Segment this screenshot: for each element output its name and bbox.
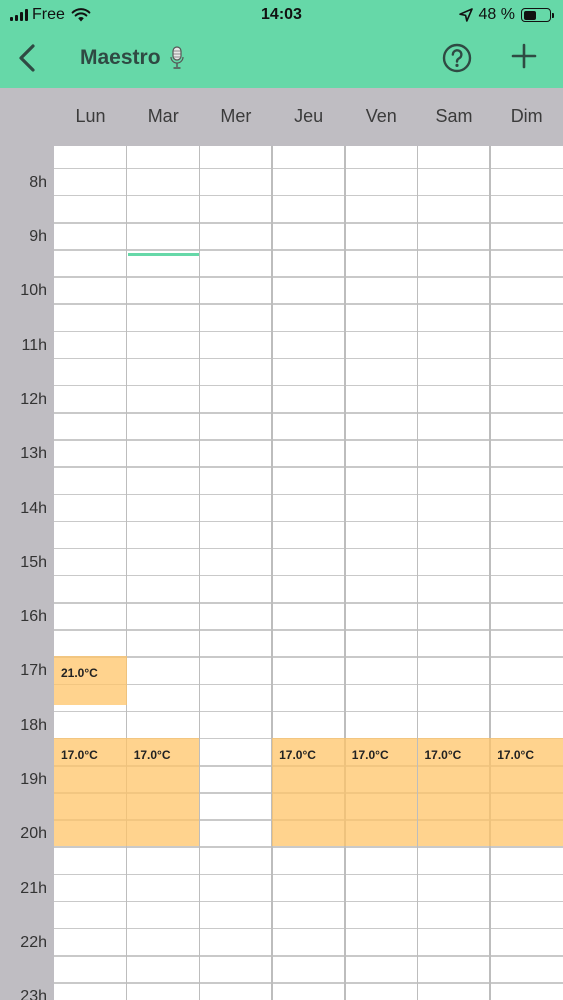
day-header-mer: Mer bbox=[220, 106, 252, 126]
grid-hour-line bbox=[54, 710, 563, 713]
grid-hour-line bbox=[54, 249, 563, 251]
status-bar: Free 14:03 48 % bbox=[0, 0, 563, 30]
status-right: 48 % bbox=[458, 6, 554, 24]
schedule-event[interactable]: 17.0°C bbox=[54, 737, 127, 847]
hour-label: 11h bbox=[21, 336, 47, 354]
grid-hour-line bbox=[54, 412, 563, 414]
current-time-marker bbox=[127, 253, 199, 257]
grid-hour-line bbox=[54, 439, 563, 441]
hour-label: 14h bbox=[20, 499, 47, 517]
grid-hour-line bbox=[54, 222, 563, 224]
event-temperature: 17.0°C bbox=[279, 747, 316, 762]
schedule-event[interactable]: 17.0°C bbox=[344, 737, 418, 847]
hour-label: 9h bbox=[29, 228, 47, 246]
day-header-mar: Mar bbox=[147, 106, 179, 126]
nav-bar: Maestro bbox=[0, 30, 563, 88]
hour-label: 12h bbox=[20, 390, 47, 408]
schedule-event[interactable]: 21.0°C bbox=[54, 656, 127, 706]
grid-hour-line bbox=[54, 330, 563, 333]
event-temperature: 17.0°C bbox=[61, 747, 98, 762]
grid-day-line bbox=[198, 146, 201, 1000]
schedule-event[interactable]: 17.0°C bbox=[417, 737, 491, 847]
grid-hour-line bbox=[54, 520, 563, 523]
grid-hour-line bbox=[54, 276, 563, 278]
grid-hour-line bbox=[54, 900, 563, 903]
grid-day-line bbox=[416, 146, 419, 1000]
grid-hour-line bbox=[54, 982, 563, 984]
event-temperature: 21.0°C bbox=[61, 666, 98, 681]
event-temperature: 17.0°C bbox=[497, 747, 535, 762]
page-title: Maestro bbox=[80, 46, 185, 70]
carrier-name: Free bbox=[32, 6, 65, 23]
location-arrow-icon bbox=[458, 8, 473, 22]
hour-label: 19h bbox=[20, 771, 47, 789]
hour-label: 20h bbox=[20, 825, 47, 843]
grid-hour-line bbox=[54, 547, 563, 550]
schedule-event[interactable]: 17.0°C bbox=[126, 737, 200, 847]
hour-label: 8h bbox=[29, 173, 47, 191]
grid-day-line bbox=[344, 146, 346, 1000]
grid-hour-line bbox=[54, 194, 563, 197]
grid-hour-line bbox=[54, 873, 563, 876]
schedule-event[interactable]: 17.0°C bbox=[490, 737, 563, 847]
grid-hour-line bbox=[54, 357, 563, 360]
hour-label: 16h bbox=[20, 608, 47, 626]
grid-hour-line bbox=[54, 493, 563, 496]
day-header-row: Lun Mar Mer Jeu Ven Sam Dim bbox=[0, 88, 563, 146]
grid-hour-line bbox=[54, 574, 563, 577]
hour-label: 15h bbox=[20, 553, 47, 571]
grid-hour-line bbox=[54, 602, 563, 604]
wifi-icon bbox=[71, 8, 91, 22]
day-header-ven: Ven bbox=[365, 106, 397, 126]
day-header-dim: Dim bbox=[510, 106, 543, 126]
status-time: 14:03 bbox=[261, 6, 302, 23]
hour-label: 23h bbox=[20, 988, 47, 1000]
grid-hour-line bbox=[54, 955, 563, 957]
grid-hour-line bbox=[54, 167, 563, 170]
schedule-grid[interactable]: 21.0°C 17.0°C 17.0°C 17.0°C 17.0°C 17.0°C 17.0… bbox=[54, 146, 563, 1000]
day-header-sam: Sam bbox=[435, 106, 473, 126]
app-header: Free 14:03 48 % Maestro bbox=[0, 0, 563, 88]
grid-day-line bbox=[489, 146, 491, 1000]
day-header-lun: Lun bbox=[75, 106, 106, 126]
battery-fill bbox=[523, 10, 536, 20]
day-header-jeu: Jeu bbox=[294, 106, 324, 126]
grid-hour-line bbox=[54, 927, 563, 930]
hour-label: 13h bbox=[20, 445, 47, 463]
battery-icon bbox=[521, 8, 554, 22]
page-title-text: Maestro bbox=[80, 46, 161, 69]
hour-label: 18h bbox=[20, 716, 47, 734]
microphone-icon bbox=[169, 46, 184, 69]
hour-label: 22h bbox=[20, 933, 47, 951]
hour-label: 17h bbox=[20, 662, 47, 680]
grid-hour-line bbox=[54, 384, 563, 387]
event-temperature: 17.0°C bbox=[351, 747, 389, 762]
grid-hour-line bbox=[54, 466, 563, 468]
event-temperature: 17.0°C bbox=[424, 747, 462, 762]
chevron-left-icon[interactable] bbox=[12, 42, 42, 74]
grid-hour-line bbox=[54, 303, 563, 305]
plus-icon[interactable] bbox=[510, 42, 538, 70]
event-temperature: 17.0°C bbox=[133, 747, 171, 762]
grid-hour-line bbox=[54, 683, 563, 686]
question-circle-icon[interactable] bbox=[442, 43, 472, 73]
grid-day-line bbox=[125, 146, 128, 1000]
hour-gutter: 8h 9h 10h 11h 12h 13h 14h 15h 16h 17h 18h 19h 20h 21h… bbox=[0, 146, 54, 1000]
grid-hour-line bbox=[54, 656, 563, 658]
schedule-event[interactable]: 17.0°C bbox=[272, 737, 345, 847]
signal-icon bbox=[10, 9, 28, 21]
grid-hour-line bbox=[54, 846, 563, 848]
hour-label: 10h bbox=[20, 282, 47, 300]
grid-day-line bbox=[271, 146, 273, 1000]
grid-hour-line bbox=[54, 629, 563, 631]
battery-percent: 48 % bbox=[478, 6, 515, 23]
status-left: Free bbox=[10, 6, 91, 24]
hour-label: 21h bbox=[20, 879, 47, 897]
